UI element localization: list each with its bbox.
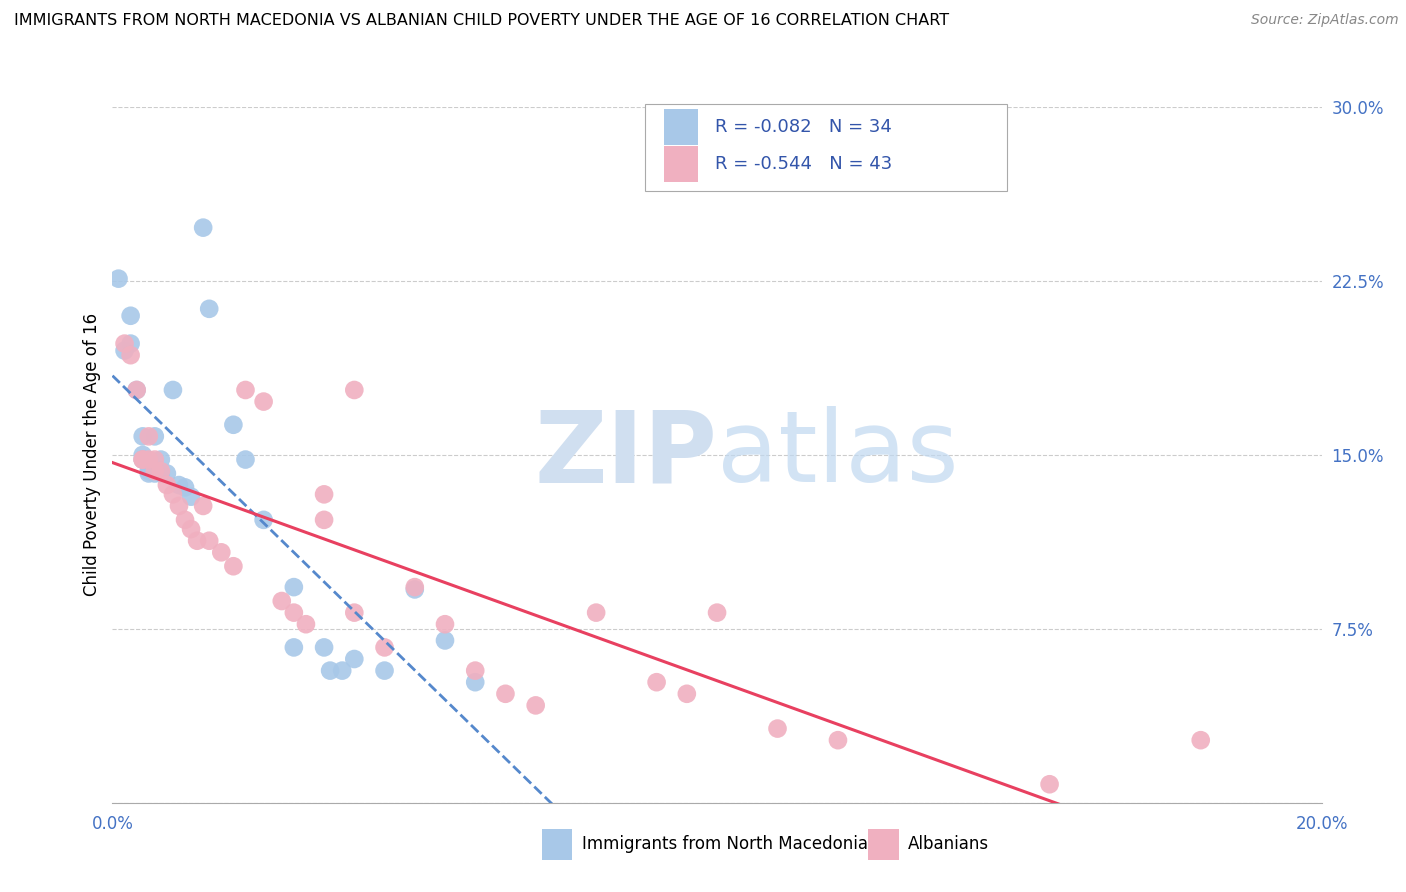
Point bbox=[132, 452, 155, 467]
Point bbox=[120, 309, 142, 323]
Point bbox=[114, 336, 136, 351]
Point bbox=[143, 464, 166, 478]
Point bbox=[433, 617, 456, 632]
Point bbox=[1038, 777, 1062, 791]
Point bbox=[198, 533, 221, 548]
Point bbox=[706, 606, 728, 620]
Text: IMMIGRANTS FROM NORTH MACEDONIA VS ALBANIAN CHILD POVERTY UNDER THE AGE OF 16 CO: IMMIGRANTS FROM NORTH MACEDONIA VS ALBAN… bbox=[14, 13, 949, 29]
Point bbox=[283, 580, 305, 594]
Point bbox=[495, 687, 517, 701]
Point bbox=[1189, 733, 1212, 747]
Point bbox=[319, 664, 342, 678]
Point bbox=[283, 606, 305, 620]
Point bbox=[374, 640, 396, 655]
Point bbox=[343, 383, 366, 397]
Point bbox=[222, 559, 245, 574]
Point bbox=[675, 687, 697, 701]
Point bbox=[585, 606, 607, 620]
Point bbox=[374, 664, 396, 678]
Point bbox=[343, 652, 366, 666]
Point bbox=[132, 452, 155, 467]
Point bbox=[132, 429, 155, 443]
Point bbox=[464, 675, 486, 690]
Point bbox=[198, 301, 221, 316]
Point bbox=[174, 513, 197, 527]
Point bbox=[827, 733, 849, 747]
Point bbox=[270, 594, 292, 608]
Point bbox=[235, 452, 257, 467]
Point bbox=[149, 452, 172, 467]
Text: Albanians: Albanians bbox=[908, 835, 990, 853]
Point bbox=[138, 452, 160, 467]
Point bbox=[464, 664, 486, 678]
Text: R = -0.082   N = 34: R = -0.082 N = 34 bbox=[714, 119, 891, 136]
Text: atlas: atlas bbox=[717, 407, 959, 503]
Point bbox=[162, 383, 184, 397]
Point bbox=[149, 467, 172, 481]
Bar bbox=[664, 109, 697, 145]
Point bbox=[330, 664, 353, 678]
Point bbox=[433, 633, 456, 648]
Point bbox=[125, 383, 148, 397]
FancyBboxPatch shape bbox=[644, 103, 1007, 191]
Point bbox=[222, 417, 245, 432]
Point bbox=[186, 533, 208, 548]
Point bbox=[191, 499, 214, 513]
Text: R = -0.544   N = 43: R = -0.544 N = 43 bbox=[714, 155, 891, 173]
Point bbox=[143, 452, 166, 467]
Point bbox=[156, 478, 179, 492]
Text: Immigrants from North Macedonia: Immigrants from North Macedonia bbox=[582, 835, 868, 853]
Point bbox=[524, 698, 547, 713]
Point bbox=[149, 464, 172, 478]
Point bbox=[766, 722, 789, 736]
Point bbox=[314, 640, 336, 655]
Point bbox=[314, 513, 336, 527]
Point bbox=[132, 448, 155, 462]
Point bbox=[162, 487, 184, 501]
Point bbox=[107, 271, 129, 285]
Y-axis label: Child Poverty Under the Age of 16: Child Poverty Under the Age of 16 bbox=[83, 313, 101, 597]
Point bbox=[156, 467, 179, 481]
Point bbox=[143, 467, 166, 481]
Point bbox=[235, 383, 257, 397]
Point bbox=[314, 487, 336, 501]
Point bbox=[138, 467, 160, 481]
Point bbox=[209, 545, 232, 559]
Point bbox=[167, 478, 190, 492]
Point bbox=[120, 336, 142, 351]
Point bbox=[174, 480, 197, 494]
Point bbox=[143, 429, 166, 443]
Point bbox=[138, 429, 160, 443]
Bar bbox=[541, 829, 572, 860]
Point bbox=[283, 640, 305, 655]
Point bbox=[645, 675, 668, 690]
Point bbox=[132, 452, 155, 467]
Point bbox=[253, 394, 276, 409]
Point bbox=[114, 343, 136, 358]
Bar bbox=[868, 829, 898, 860]
Point bbox=[180, 522, 202, 536]
Point bbox=[404, 582, 426, 597]
Text: Source: ZipAtlas.com: Source: ZipAtlas.com bbox=[1251, 13, 1399, 28]
Point bbox=[253, 513, 276, 527]
Point bbox=[120, 348, 142, 362]
Point bbox=[180, 490, 202, 504]
Bar bbox=[664, 146, 697, 182]
Point bbox=[125, 383, 148, 397]
Text: ZIP: ZIP bbox=[534, 407, 717, 503]
Point bbox=[138, 464, 160, 478]
Point bbox=[404, 580, 426, 594]
Point bbox=[295, 617, 318, 632]
Point bbox=[191, 220, 214, 235]
Point bbox=[167, 499, 190, 513]
Point bbox=[343, 606, 366, 620]
